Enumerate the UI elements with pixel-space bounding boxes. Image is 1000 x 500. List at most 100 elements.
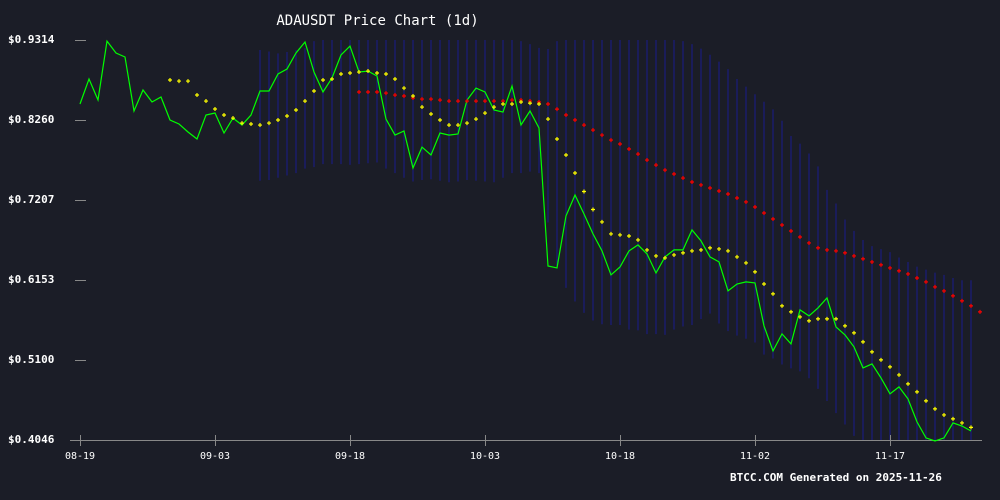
ma-marker [834, 316, 838, 321]
y-tick-label: $0.9314 [8, 33, 55, 46]
x-tick-label: 11-17 [874, 451, 906, 462]
ma-marker [231, 116, 235, 121]
ma-marker [312, 89, 316, 94]
chart-axes [70, 40, 982, 446]
ma-marker [447, 123, 451, 128]
x-tick-label: 10-03 [469, 451, 501, 462]
ma-marker [942, 288, 946, 293]
ma-marker [330, 77, 334, 82]
ma-marker [393, 77, 397, 82]
ma-marker [564, 153, 568, 158]
ma-marker [645, 158, 649, 163]
ma-marker [978, 309, 982, 314]
ma-marker [816, 316, 820, 321]
sma20-markers [168, 69, 973, 430]
ma-marker [438, 98, 442, 103]
ma-marker [708, 245, 712, 250]
ma-marker [798, 234, 802, 239]
ma-marker [672, 172, 676, 177]
ma-marker [933, 284, 937, 289]
ma-marker [627, 147, 631, 152]
ma-marker [465, 99, 469, 104]
ma-marker [735, 196, 739, 201]
ma-marker [969, 425, 973, 430]
ma-marker [915, 389, 919, 394]
ma-marker [483, 111, 487, 116]
ma-marker [627, 233, 631, 238]
ma-marker [285, 114, 289, 119]
ma-marker [726, 248, 730, 253]
price-line [79, 39, 972, 442]
ma-marker [519, 100, 523, 105]
ma-marker [960, 420, 964, 425]
ma-marker [888, 364, 892, 369]
ma-marker [402, 86, 406, 91]
ma-marker [681, 250, 685, 255]
ma-marker [636, 237, 640, 242]
ma-marker [924, 398, 928, 403]
x-tick-label: 11-02 [739, 451, 771, 462]
ma-marker [483, 99, 487, 104]
ma-marker [321, 78, 325, 83]
ma-marker [762, 210, 766, 215]
ma-marker [843, 323, 847, 328]
ma-marker [834, 248, 838, 253]
ma-marker [897, 268, 901, 273]
ma-marker [195, 92, 199, 97]
x-tick-label: 09-03 [199, 451, 231, 462]
ma-marker [456, 123, 460, 128]
ma-marker [825, 316, 829, 321]
ma-marker [303, 99, 307, 104]
ma-marker [789, 309, 793, 314]
ma-marker [843, 250, 847, 255]
ma-marker [474, 117, 478, 122]
y-tick-label: $0.8260 [8, 113, 55, 126]
ma-marker [960, 298, 964, 303]
y-tick-label: $0.5100 [8, 353, 55, 366]
ma-marker [753, 204, 757, 209]
ma-marker [609, 138, 613, 143]
ma-marker [654, 163, 658, 168]
ma-marker [276, 118, 280, 123]
ma-marker [798, 314, 802, 319]
ma-marker [555, 107, 559, 112]
ma-marker [879, 262, 883, 267]
ma-marker [375, 90, 379, 95]
x-tick-label: 10-18 [604, 451, 636, 462]
ma-marker [852, 253, 856, 258]
ma-marker [870, 259, 874, 264]
ma-marker [366, 90, 370, 95]
ma-marker [573, 118, 577, 123]
ma-marker [384, 72, 388, 77]
ma-marker [618, 232, 622, 237]
ma-marker [699, 247, 703, 252]
x-tick-label: 09-18 [334, 451, 366, 462]
ma-marker [186, 79, 190, 84]
ma-marker [537, 102, 541, 107]
ma-marker [807, 318, 811, 323]
ma-marker [924, 279, 928, 284]
ma-marker [933, 406, 937, 411]
ma-marker [393, 93, 397, 98]
ma-marker [708, 185, 712, 190]
ma-marker [555, 137, 559, 142]
ma-marker [465, 121, 469, 126]
ma-marker [618, 142, 622, 147]
ma-marker [609, 231, 613, 236]
ma-marker [726, 191, 730, 196]
x-tick-label: 08-19 [64, 451, 96, 462]
chart-title: ADAUSDT Price Chart (1d) [276, 13, 479, 29]
ma-marker [690, 248, 694, 253]
ma-marker [420, 97, 424, 102]
ma-marker [852, 330, 856, 335]
ma-marker [510, 98, 514, 103]
ma-marker [429, 112, 433, 117]
ma-marker [564, 113, 568, 118]
ma-marker [357, 70, 361, 75]
ma-marker [942, 412, 946, 417]
ma-marker [951, 416, 955, 421]
price-polyline [79, 39, 972, 442]
ma-marker [753, 269, 757, 274]
ma-marker [411, 94, 415, 99]
ma-marker [735, 254, 739, 259]
